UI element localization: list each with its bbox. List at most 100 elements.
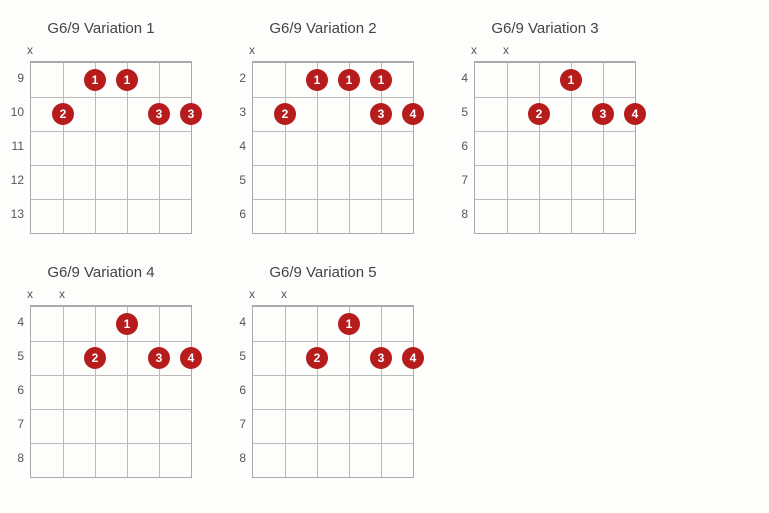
fret-line [31,131,191,132]
finger-dot: 1 [338,313,360,335]
mute-mark: x [249,43,255,57]
fret-label: 8 [10,441,24,475]
fret-label: 9 [10,61,24,95]
string-line [285,307,286,477]
string-line [63,63,64,233]
fret-label: 4 [232,129,246,163]
fret-line [31,341,191,342]
fret-line [475,131,635,132]
finger-dot: 1 [338,69,360,91]
finger-dot: 1 [116,313,138,335]
fret-line [475,199,635,200]
fret-line [31,97,191,98]
fret-label: 8 [454,197,468,231]
fretboard: 1234 [30,305,192,478]
fret-labels: 45678 [454,43,468,231]
mute-mark: x [59,287,65,301]
string-line [63,307,64,477]
fretboard: 1234 [252,305,414,478]
finger-dot: 3 [370,347,392,369]
fret-line [253,131,413,132]
string-line [95,307,96,477]
fret-line [253,409,413,410]
fret-label: 13 [10,197,24,231]
chord-title: G6/9 Variation 1 [47,20,154,37]
fret-label: 4 [454,61,468,95]
chord-title: G6/9 Variation 2 [269,20,376,37]
mute-row: x [252,43,412,61]
fret-label: 11 [10,129,24,163]
fretboard: 111234 [252,61,414,234]
fret-line [253,165,413,166]
board-area: x11233 [30,43,192,234]
finger-dot: 4 [624,103,646,125]
finger-dot: 1 [560,69,582,91]
chord-card: G6/9 Variation 345678xx1234 [454,20,636,234]
fret-line [253,199,413,200]
string-line [159,307,160,477]
board-area: xx1234 [474,43,636,234]
finger-dot: 2 [528,103,550,125]
mute-mark: x [27,43,33,57]
finger-dot: 2 [84,347,106,369]
finger-dot: 1 [306,69,328,91]
diagram-wrap: 23456x111234 [232,43,414,234]
fret-label: 7 [454,163,468,197]
mute-row: x [30,43,190,61]
fret-labels: 45678 [10,287,24,475]
mute-mark: x [281,287,287,301]
fret-label: 7 [10,407,24,441]
fret-label: 5 [232,339,246,373]
fret-line [253,341,413,342]
string-line [381,307,382,477]
fret-label: 5 [232,163,246,197]
finger-dot: 3 [148,103,170,125]
chord-title: G6/9 Variation 3 [491,20,598,37]
fret-label: 4 [232,305,246,339]
string-line [285,63,286,233]
chord-card: G6/9 Variation 445678xx1234 [10,264,192,478]
chord-card: G6/9 Variation 1910111213x11233 [10,20,192,234]
finger-dot: 1 [370,69,392,91]
finger-dot: 4 [402,347,424,369]
diagram-wrap: 45678xx1234 [10,287,192,478]
finger-dot: 3 [592,103,614,125]
mute-row: xx [30,287,190,305]
chord-card: G6/9 Variation 545678xx1234 [232,264,414,478]
mute-mark: x [471,43,477,57]
fret-label: 4 [10,305,24,339]
chord-title: G6/9 Variation 5 [269,264,376,281]
fret-label: 10 [10,95,24,129]
board-area: xx1234 [30,287,192,478]
fret-line [31,409,191,410]
mute-mark: x [27,287,33,301]
finger-dot: 1 [84,69,106,91]
string-line [603,63,604,233]
fret-line [253,443,413,444]
fret-line [31,375,191,376]
finger-dot: 4 [180,347,202,369]
fretboard: 1234 [474,61,636,234]
fret-label: 6 [232,197,246,231]
fret-label: 7 [232,407,246,441]
chord-card: G6/9 Variation 223456x111234 [232,20,414,234]
fret-line [475,97,635,98]
finger-dot: 2 [306,347,328,369]
fret-label: 6 [10,373,24,407]
fret-label: 6 [232,373,246,407]
mute-mark: x [249,287,255,301]
string-line [539,63,540,233]
finger-dot: 3 [370,103,392,125]
finger-dot: 3 [180,103,202,125]
board-area: x 111234 [252,43,414,234]
mute-mark: x [503,43,509,57]
fret-line [31,199,191,200]
finger-dot: 4 [402,103,424,125]
fret-line [475,165,635,166]
fret-label: 5 [10,339,24,373]
string-line [507,63,508,233]
fret-line [253,97,413,98]
fret-label: 12 [10,163,24,197]
finger-dot: 2 [52,103,74,125]
mute-row: xx [474,43,634,61]
